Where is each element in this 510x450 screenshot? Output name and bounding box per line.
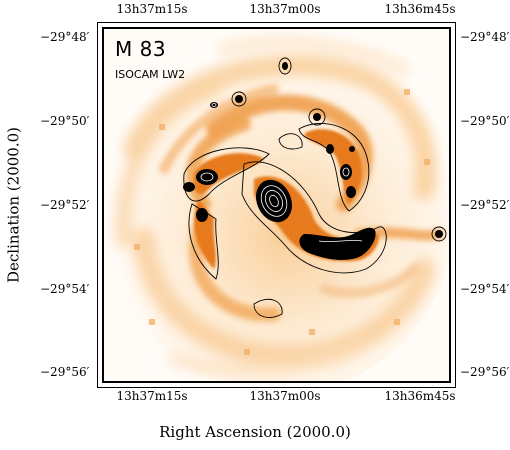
ra-tick-bottom-1: 13h37m15s (116, 389, 188, 403)
dec-tick-left-1: −29°48′ (40, 30, 90, 44)
dec-tick-left-5: −29°56′ (40, 365, 90, 379)
y-axis-title: Declination (2000.0) (4, 127, 23, 283)
dec-tick-right-2: −29°50′ (460, 114, 510, 128)
instrument-label: ISOCAM LW2 (115, 68, 186, 81)
ra-tick-top-1: 13h37m15s (116, 2, 188, 16)
dec-tick-left-3: −29°52′ (40, 198, 90, 212)
dec-tick-right-1: −29°48′ (460, 30, 510, 44)
dec-tick-left-2: −29°50′ (40, 114, 90, 128)
object-name-label: M 83 (115, 37, 167, 61)
ra-tick-top-3: 13h36m45s (384, 2, 456, 16)
galaxy-image-panel: M 83 ISOCAM LW2 (102, 27, 451, 383)
dec-tick-left-4: −29°54′ (40, 282, 90, 296)
dec-tick-right-3: −29°52′ (460, 198, 510, 212)
dec-tick-right-4: −29°54′ (460, 282, 510, 296)
dec-tick-right-5: −29°56′ (460, 365, 510, 379)
ra-tick-top-2: 13h37m00s (249, 2, 321, 16)
ra-tick-bottom-3: 13h36m45s (384, 389, 456, 403)
ra-tick-bottom-2: 13h37m00s (249, 389, 321, 403)
galaxy-image (104, 29, 449, 381)
x-axis-title: Right Ascension (2000.0) (159, 423, 351, 441)
